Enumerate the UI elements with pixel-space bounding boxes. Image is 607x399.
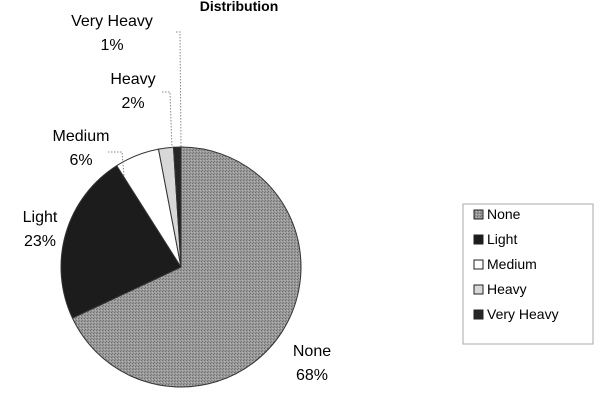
data-label-percent-heavy: 2%: [121, 95, 144, 112]
data-label-percent-none: 68%: [296, 367, 328, 384]
pie-slice-light: [60, 164, 182, 319]
leader-line-heavy: [162, 91, 173, 150]
legend: None Light Medium Heavy Very Heavy: [462, 203, 594, 345]
legend-swatch-light: [473, 234, 484, 245]
data-label-name-none: None: [293, 343, 331, 360]
legend-swatch-heavy: [473, 284, 484, 295]
legend-label-light: Light: [487, 231, 517, 247]
leader-line-very-heavy: [176, 31, 182, 148]
data-label-name-heavy: Heavy: [110, 71, 155, 88]
data-label-percent-very-heavy: 1%: [100, 37, 123, 54]
data-label-name-very-heavy: Very Heavy: [71, 13, 153, 30]
leader-line-medium: [108, 151, 125, 177]
legend-label-heavy: Heavy: [487, 281, 527, 297]
data-label-name-medium: Medium: [53, 128, 110, 145]
legend-swatch-very-heavy: [473, 309, 484, 320]
data-label-percent-light: 23%: [24, 233, 56, 250]
pie-slice-very-heavy: [172, 146, 182, 268]
legend-label-very-heavy: Very Heavy: [487, 306, 559, 322]
legend-swatch-medium: [473, 259, 484, 270]
pie-slice-none: [71, 146, 302, 388]
legend-swatch-none: [473, 209, 484, 220]
leader-lines: [108, 31, 182, 177]
legend-frame: [462, 203, 594, 345]
slice-labels: None 68% Light 23% Medium 6% Heavy 2% Very Heavy…: [23, 13, 332, 384]
chart-title: Distribution: [200, 0, 279, 14]
data-label-percent-medium: 6%: [69, 152, 92, 169]
data-label-name-light: Light: [23, 209, 58, 226]
pie-slices: [60, 146, 302, 388]
legend-label-none: None: [487, 206, 521, 222]
legend-label-medium: Medium: [487, 256, 537, 272]
